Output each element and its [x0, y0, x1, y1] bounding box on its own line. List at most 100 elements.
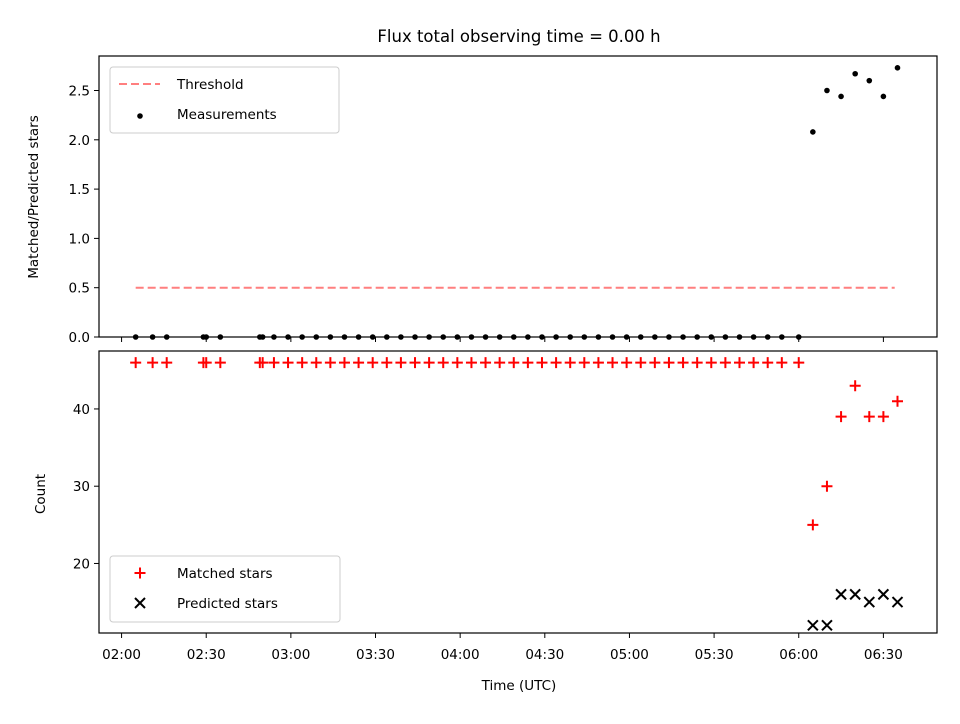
y-tick-label: 1.5: [69, 182, 90, 198]
data-point: [849, 588, 861, 601]
x-tick-label: 06:30: [864, 647, 903, 663]
data-point: [691, 357, 703, 369]
data-point: [863, 411, 875, 423]
data-point: [536, 357, 548, 369]
data-point: [621, 357, 633, 369]
data-point: [494, 357, 506, 369]
data-point: [762, 357, 774, 369]
data-point: [705, 357, 717, 369]
data-point: [824, 87, 830, 94]
data-point: [663, 357, 675, 369]
data-point: [849, 380, 861, 392]
legend-label: Matched stars: [177, 566, 273, 582]
data-point: [423, 357, 435, 369]
data-point: [838, 93, 844, 100]
data-point: [338, 357, 350, 369]
legend-x-swatch: [134, 597, 146, 609]
data-point: [310, 357, 322, 369]
data-point: [214, 357, 226, 369]
data-point: [894, 65, 901, 71]
data-point: [649, 357, 661, 369]
data-point: [821, 619, 833, 631]
y-tick-label: 30: [73, 479, 90, 495]
data-point: [257, 357, 269, 369]
data-point: [863, 596, 875, 608]
legend-label: Measurements: [177, 107, 277, 123]
top-y-axis-label: Matched/Predicted stars: [26, 115, 42, 278]
data-point: [395, 357, 407, 369]
data-point: [877, 411, 889, 423]
data-point: [748, 357, 760, 369]
legend: Threshold Measurements: [109, 66, 340, 134]
data-point: [733, 357, 745, 369]
data-point: [607, 357, 619, 369]
data-point: [852, 70, 858, 77]
data-point: [296, 357, 308, 369]
bottom-y-axis-label: Count: [33, 474, 49, 514]
axes-frame: [98, 350, 938, 634]
data-point: [793, 357, 805, 369]
y-tick-label: 20: [73, 556, 90, 572]
data-point: [891, 596, 904, 608]
series-matched-stars: [130, 357, 903, 531]
x-tick-label: 04:00: [441, 647, 480, 663]
data-point: [810, 129, 816, 135]
data-point: [835, 411, 847, 423]
data-point: [268, 357, 280, 369]
plot-layer: 0.0 0.5 1.0 1.5 2.0 2.5 Threshold Measurements 2…: [69, 55, 938, 663]
axes-panel-1: 0.0 0.5 1.0 1.5 2.0 2.5 Threshold Measurements: [69, 55, 938, 346]
x-tick-label: 05:00: [610, 647, 649, 663]
data-point: [807, 619, 819, 631]
legend-plus-swatch: [134, 567, 146, 579]
x-tick-label: 02:30: [187, 647, 226, 663]
x-tick-label: 02:00: [102, 647, 141, 663]
x-axis-label: Time (UTC): [481, 678, 557, 694]
y-tick-label: 2.0: [69, 133, 90, 149]
data-point: [161, 357, 173, 369]
y-tick-label: 0.0: [69, 330, 90, 346]
data-point: [367, 357, 379, 369]
y-tick-label: 1.0: [69, 231, 90, 247]
x-tick-label: 05:30: [695, 647, 734, 663]
data-point: [353, 357, 365, 369]
legend-label: Predicted stars: [177, 596, 278, 612]
data-point: [200, 357, 212, 369]
x-tick-label: 03:00: [271, 647, 310, 663]
x-tick-label: 04:30: [525, 647, 564, 663]
data-point: [635, 357, 647, 369]
data-point: [508, 357, 520, 369]
data-point: [522, 357, 534, 369]
data-point: [550, 357, 562, 369]
x-tick-label: 06:00: [779, 647, 818, 663]
data-point: [282, 357, 294, 369]
data-point: [866, 77, 873, 84]
data-point: [877, 588, 890, 601]
data-point: [130, 357, 142, 369]
data-point: [564, 357, 576, 369]
data-point: [835, 588, 847, 601]
data-point: [409, 357, 421, 369]
data-point: [677, 357, 689, 369]
axes-frame: [98, 55, 938, 338]
data-point: [821, 480, 833, 492]
chart-title: Flux total observing time = 0.00 h: [377, 27, 660, 46]
legend-dot-swatch: [137, 113, 143, 119]
data-point: [324, 357, 336, 369]
data-point: [719, 357, 731, 369]
data-point: [578, 357, 590, 369]
data-point: [592, 357, 604, 369]
data-point: [451, 357, 463, 369]
y-tick-label: 2.5: [69, 84, 90, 100]
series-predicted-stars: [807, 588, 904, 631]
data-point: [147, 357, 159, 369]
y-tick-label: 40: [73, 402, 90, 418]
data-point: [480, 357, 492, 369]
data-point: [891, 395, 903, 407]
legend-label: Threshold: [176, 77, 244, 93]
data-point: [880, 93, 887, 100]
legend: Matched stars Predicted stars: [109, 555, 341, 623]
data-point: [807, 519, 819, 531]
data-point: [381, 357, 393, 369]
y-tick-label: 0.5: [69, 281, 90, 297]
